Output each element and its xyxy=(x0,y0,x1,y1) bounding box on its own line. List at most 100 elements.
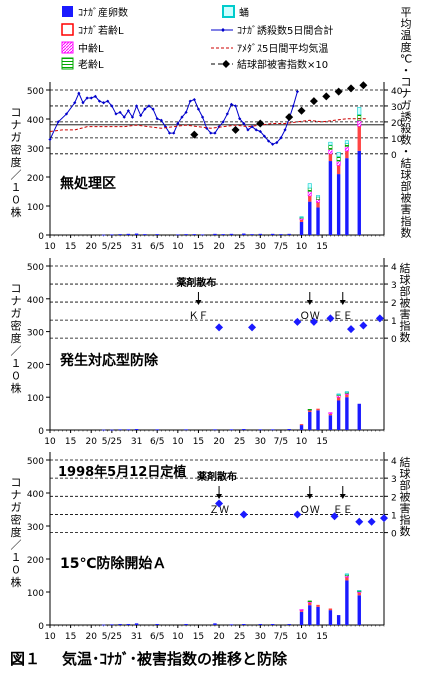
y2-tick-label: 40 xyxy=(391,87,403,97)
spray-annotation-label: 薬剤散布 xyxy=(175,276,216,289)
trap-count-point xyxy=(188,99,192,103)
bar-1 xyxy=(155,234,159,235)
y-tick-label: 200 xyxy=(27,174,44,184)
x-tick-label: 10 xyxy=(172,437,184,447)
bar-1 xyxy=(242,233,246,235)
legend-label: 老齢L xyxy=(78,58,104,71)
damage-index-marker xyxy=(322,92,331,101)
y-axis-label-char: ０ xyxy=(11,370,22,383)
legend-label: 結球部被害指数×10 xyxy=(237,58,328,71)
bar-1 xyxy=(308,605,312,625)
damage-index-marker xyxy=(359,321,368,330)
y-tick-label: 500 xyxy=(27,87,44,97)
trap-count-point xyxy=(126,109,130,113)
x-tick-label: 25 xyxy=(234,437,245,447)
bar-1 xyxy=(126,624,131,625)
trap-count-point xyxy=(93,94,97,98)
bar-1 xyxy=(229,624,234,626)
trap-count-point xyxy=(159,118,163,122)
y2-tick-label: 10 xyxy=(391,135,403,145)
spray-label: ＯＷ xyxy=(300,505,320,516)
x-tick-label: 10 xyxy=(44,437,56,447)
y2-axis-label-char: 害 xyxy=(400,307,411,321)
bar-3 xyxy=(328,412,333,414)
bar-2 xyxy=(299,219,304,222)
trap-count-point xyxy=(229,102,234,106)
y2-axis-label-char: 球 xyxy=(400,273,411,287)
trap-count-point xyxy=(110,104,114,108)
bar-5 xyxy=(328,141,333,146)
y2-axis-label-char: 害 xyxy=(400,501,411,515)
bar-3 xyxy=(307,191,312,197)
y2-axis-label-char: 指 xyxy=(400,513,411,527)
bar-4 xyxy=(316,196,321,200)
bar-1 xyxy=(213,233,217,235)
trap-count-point xyxy=(238,117,242,121)
bar-2 xyxy=(308,410,312,412)
trap-count-point xyxy=(271,142,275,146)
trap-count-point xyxy=(130,115,135,119)
bar-1 xyxy=(316,410,320,430)
bar-1 xyxy=(258,429,262,431)
bar-1 xyxy=(110,234,114,236)
bar-2 xyxy=(299,424,304,426)
spray-arrowhead xyxy=(195,300,202,305)
x-tick-label: 20 xyxy=(213,242,225,252)
y-tick-label: 100 xyxy=(27,203,44,213)
bar-1 xyxy=(118,234,122,235)
bar-1 xyxy=(299,611,304,625)
y2-axis-label-char: 部 xyxy=(400,284,411,298)
x-tick-label: 6/5 xyxy=(150,632,164,642)
bar-2 xyxy=(328,413,333,416)
bar-1 xyxy=(270,429,275,431)
y2-axis-label-char: 数 xyxy=(400,525,411,538)
right-axis-title-char: 数 xyxy=(401,134,412,147)
x-tick-label: 5/25 xyxy=(102,242,122,252)
x-tick-label: 10 xyxy=(296,437,308,447)
legend-marker xyxy=(221,28,225,32)
bar-1 xyxy=(176,234,180,236)
bar-5 xyxy=(357,590,362,592)
y2-tick-label: 3 xyxy=(391,475,397,485)
spray-arrowhead xyxy=(306,300,313,305)
bar-1 xyxy=(357,403,361,430)
trap-count-point xyxy=(258,129,262,134)
y-axis-label-char: １ xyxy=(11,357,22,370)
y2-tick-label: 2 xyxy=(391,299,397,309)
y-tick-label: 300 xyxy=(27,523,44,533)
right-axis-title-char: 被 xyxy=(401,192,412,205)
legend-item-2: ｺﾅｶﾞ若齢L xyxy=(61,23,124,37)
bar-2 xyxy=(328,608,333,611)
y-axis-label-char: ／ xyxy=(11,169,22,182)
legend-label: ｺﾅｶﾞ産卵数 xyxy=(78,6,128,19)
y2-axis-label-char: 結 xyxy=(400,455,411,469)
damage-index-marker xyxy=(309,97,318,106)
right-axis-title-char: 誘 xyxy=(401,110,412,123)
x-tick-label: 20 xyxy=(213,437,225,447)
legend-item-4: 老齢L xyxy=(61,57,104,71)
trap-count-point xyxy=(172,131,176,135)
bar-5 xyxy=(336,152,341,158)
x-tick-label: 7/5 xyxy=(274,632,288,642)
trap-count-point xyxy=(147,104,151,108)
x-tick-label: 5/25 xyxy=(102,437,122,447)
damage-index-marker xyxy=(215,323,224,332)
bar-1 xyxy=(328,415,333,430)
x-tick-label: 10 xyxy=(44,632,56,642)
y-axis-label-char: 密 xyxy=(11,319,22,333)
y-axis-label-char: 度 xyxy=(11,155,22,169)
trap-count-point xyxy=(89,96,93,100)
y-axis-label-char: １ xyxy=(11,551,22,564)
bar-2 xyxy=(316,604,320,607)
y2-tick-label: 0 xyxy=(391,335,397,345)
x-tick-label: 10 xyxy=(296,632,308,642)
y-tick-label: 400 xyxy=(27,116,44,126)
y2-axis-label-char: 部 xyxy=(400,478,411,492)
bar-5 xyxy=(357,107,362,115)
right-axis-title-char: コ xyxy=(401,76,412,89)
trap-count-point xyxy=(209,131,213,135)
bar-1 xyxy=(250,234,254,235)
bar-1 xyxy=(336,615,341,625)
bar-1 xyxy=(184,234,188,235)
trap-count-point xyxy=(176,121,180,126)
